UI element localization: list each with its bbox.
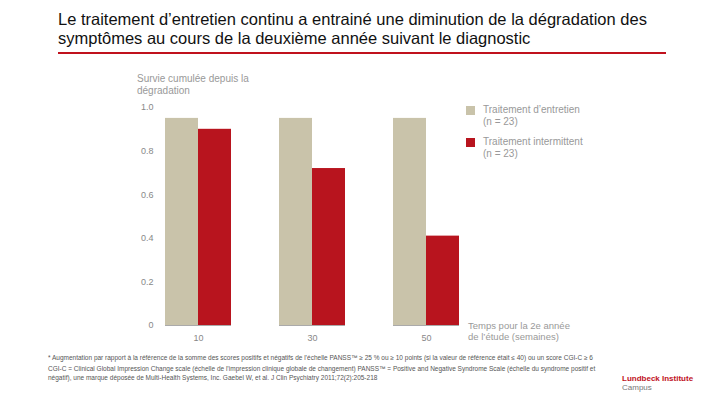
html-text:* Augmentation par rapport à l: * Augmentation par rapport à la référenc…	[48, 354, 593, 361]
html-text:Lundbeck Institute: Lundbeck Institute	[622, 374, 694, 383]
svg-text:0.4: 0.4	[141, 233, 154, 243]
html-text:Survie cumulée depuis la dégra: Survie cumulée depuis la dégradation	[137, 73, 249, 96]
svg-text:0.6: 0.6	[141, 190, 154, 200]
html-text:Campus: Campus	[622, 383, 652, 392]
svg-text:30: 30	[307, 333, 317, 343]
html-text:Traitement d’entretien (n = 23: Traitement d’entretien (n = 23)	[483, 104, 580, 127]
html-text:Temps pour la 2e année de l’ét: Temps pour la 2e année de l’étude (semai…	[468, 320, 570, 342]
svg-text:0.8: 0.8	[141, 146, 154, 156]
svg-text:50: 50	[421, 333, 431, 343]
svg-text:1.0: 1.0	[141, 102, 154, 112]
svg-text:0: 0	[148, 320, 153, 330]
svg-text:10: 10	[193, 333, 203, 343]
svg-text:0.2: 0.2	[141, 277, 154, 287]
html-text:Le traitement d’entretien cont: Le traitement d’entretien continu a entr…	[58, 10, 647, 47]
html-text:CGI-C = Clinical Global Impres: CGI-C = Clinical Global Impression Chang…	[48, 365, 596, 381]
html-text:Traitement intermittent (n = 2: Traitement intermittent (n = 23)	[483, 136, 583, 159]
